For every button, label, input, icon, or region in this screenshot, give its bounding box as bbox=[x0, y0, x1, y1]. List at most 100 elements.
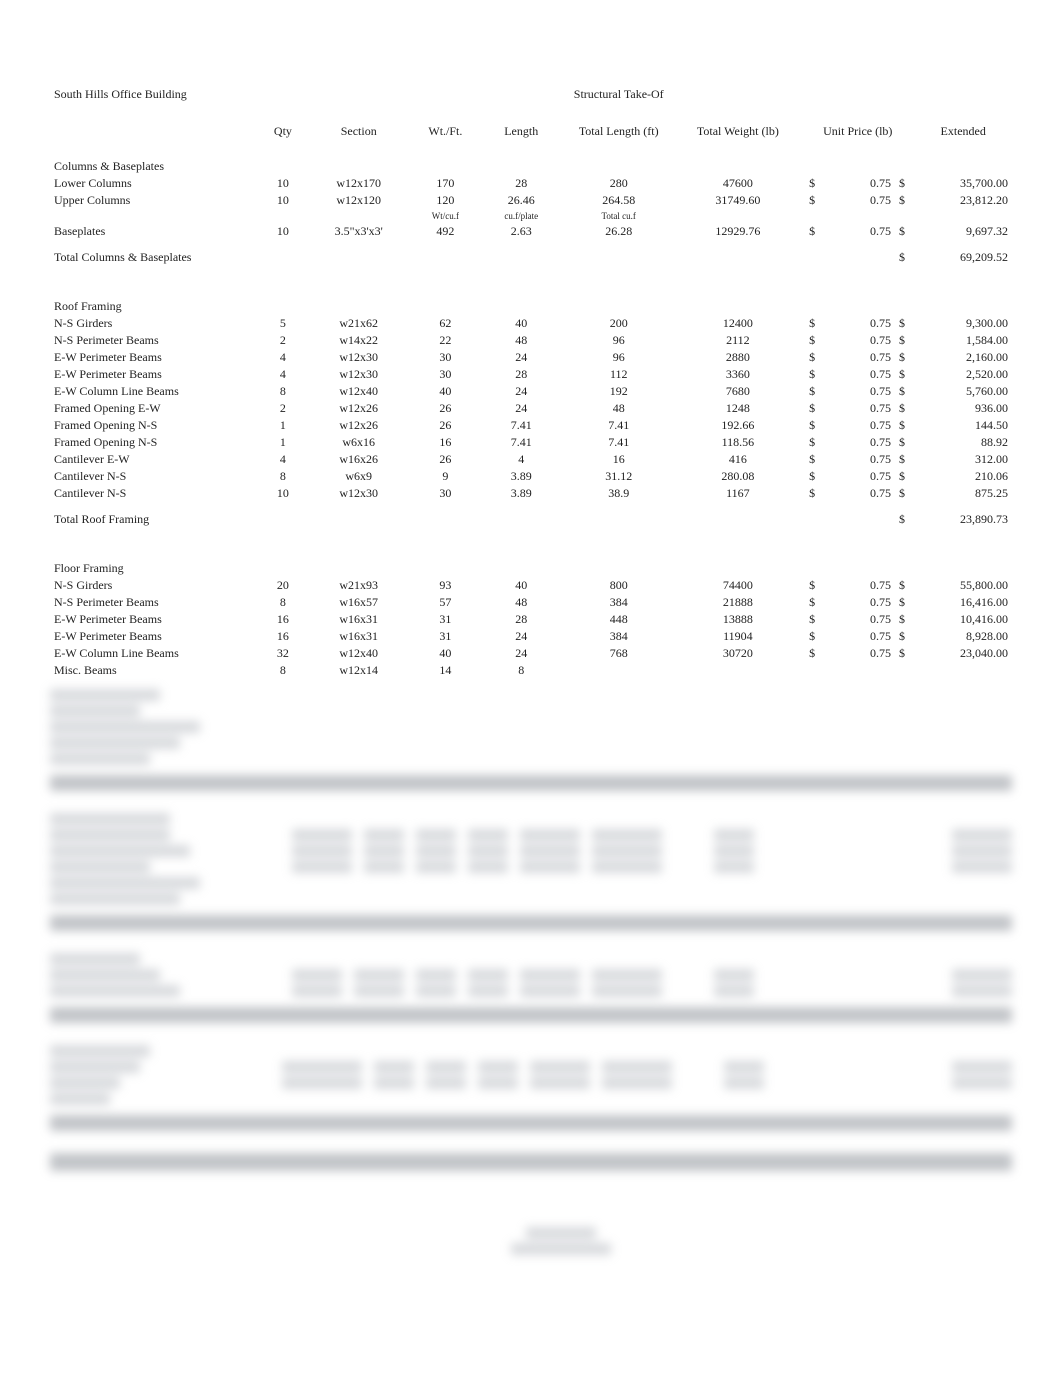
unit-price: 0.75 bbox=[819, 192, 895, 209]
currency: $ bbox=[797, 400, 819, 417]
hdr-ext: Extended bbox=[914, 104, 1012, 145]
qty: 1 bbox=[256, 417, 310, 434]
desc: E-W Column Line Beams bbox=[50, 383, 256, 400]
title-left: South Hills Office Building bbox=[50, 86, 256, 104]
length: 28 bbox=[483, 611, 559, 628]
section: w12x26 bbox=[310, 400, 408, 417]
group-header: Floor Framing bbox=[50, 547, 1012, 577]
desc: Upper Columns bbox=[50, 192, 256, 209]
extended: 2,520.00 bbox=[914, 366, 1012, 383]
total-weight: 47600 bbox=[678, 175, 797, 192]
currency: $ bbox=[895, 451, 915, 468]
unit-price: 0.75 bbox=[819, 400, 895, 417]
total-weight: 192.66 bbox=[678, 417, 797, 434]
blurred-content bbox=[50, 689, 1012, 1255]
total-weight: 2112 bbox=[678, 332, 797, 349]
section: w14x22 bbox=[310, 332, 408, 349]
currency: $ bbox=[797, 577, 819, 594]
group-header: Columns & Baseplates bbox=[50, 145, 1012, 175]
total-length: 96 bbox=[559, 332, 678, 349]
length: 48 bbox=[483, 332, 559, 349]
unit-price: 0.75 bbox=[819, 594, 895, 611]
total-length: 280 bbox=[559, 175, 678, 192]
extended: 9,697.32 bbox=[914, 223, 1012, 240]
section: w12x26 bbox=[310, 417, 408, 434]
currency: $ bbox=[797, 468, 819, 485]
total-length: 96 bbox=[559, 349, 678, 366]
unit-price: 0.75 bbox=[819, 175, 895, 192]
unit-price: 0.75 bbox=[819, 332, 895, 349]
currency: $ bbox=[895, 240, 915, 269]
table-row: Framed Opening N-S1w12x26267.417.41192.6… bbox=[50, 417, 1012, 434]
qty: 8 bbox=[256, 383, 310, 400]
group-name: Roof Framing bbox=[50, 285, 256, 315]
qty: 10 bbox=[256, 485, 310, 502]
currency: $ bbox=[895, 577, 915, 594]
wt: 16 bbox=[407, 434, 483, 451]
desc: Cantilever E-W bbox=[50, 451, 256, 468]
section: w6x16 bbox=[310, 434, 408, 451]
unit-price: 0.75 bbox=[819, 611, 895, 628]
currency: $ bbox=[797, 175, 819, 192]
wt: 30 bbox=[407, 366, 483, 383]
total-weight: 1248 bbox=[678, 400, 797, 417]
unit-price: 0.75 bbox=[819, 628, 895, 645]
currency: $ bbox=[895, 485, 915, 502]
currency: $ bbox=[797, 611, 819, 628]
unit-price: 0.75 bbox=[819, 315, 895, 332]
desc: E-W Perimeter Beams bbox=[50, 628, 256, 645]
currency: $ bbox=[797, 349, 819, 366]
extended: 312.00 bbox=[914, 451, 1012, 468]
table-row: Baseplates103.5"x3'x3'4922.6326.2812929.… bbox=[50, 223, 1012, 240]
currency: $ bbox=[797, 332, 819, 349]
qty: 4 bbox=[256, 349, 310, 366]
group-header: Roof Framing bbox=[50, 285, 1012, 315]
section: w12x30 bbox=[310, 485, 408, 502]
currency: $ bbox=[895, 315, 915, 332]
total-weight: 21888 bbox=[678, 594, 797, 611]
total-length: 384 bbox=[559, 594, 678, 611]
qty: 16 bbox=[256, 611, 310, 628]
subtotal-row: Total Columns & Baseplates$69,209.52 bbox=[50, 240, 1012, 269]
unit-price: 0.75 bbox=[819, 366, 895, 383]
length: 24 bbox=[483, 349, 559, 366]
currency: $ bbox=[797, 628, 819, 645]
total-length: 264.58 bbox=[559, 192, 678, 209]
extended: 8,928.00 bbox=[914, 628, 1012, 645]
currency: $ bbox=[797, 383, 819, 400]
total-length: 7.41 bbox=[559, 417, 678, 434]
group-name: Floor Framing bbox=[50, 547, 256, 577]
title-row: South Hills Office Building Structural T… bbox=[50, 86, 1012, 104]
length: 4 bbox=[483, 451, 559, 468]
desc: E-W Perimeter Beams bbox=[50, 349, 256, 366]
extended: 875.25 bbox=[914, 485, 1012, 502]
total-weight bbox=[678, 662, 797, 679]
takeoff-table: South Hills Office Building Structural T… bbox=[50, 86, 1012, 679]
currency: $ bbox=[797, 451, 819, 468]
section: w12x170 bbox=[310, 175, 408, 192]
extended: 88.92 bbox=[914, 434, 1012, 451]
table-row: Cantilever E-W4w16x2626416416$0.75$312.0… bbox=[50, 451, 1012, 468]
qty: 16 bbox=[256, 628, 310, 645]
unit-price: 0.75 bbox=[819, 417, 895, 434]
qty: 2 bbox=[256, 332, 310, 349]
unit-price: 0.75 bbox=[819, 485, 895, 502]
desc: Cantilever N-S bbox=[50, 485, 256, 502]
length: 3.89 bbox=[483, 468, 559, 485]
subtotal-ext: 23,890.73 bbox=[914, 502, 1012, 531]
total-length: 112 bbox=[559, 366, 678, 383]
section: w12x14 bbox=[310, 662, 408, 679]
length: 3.89 bbox=[483, 485, 559, 502]
total-length: 800 bbox=[559, 577, 678, 594]
length: 40 bbox=[483, 577, 559, 594]
desc: N-S Perimeter Beams bbox=[50, 594, 256, 611]
length: 28 bbox=[483, 175, 559, 192]
qty: 32 bbox=[256, 645, 310, 662]
qty: 8 bbox=[256, 662, 310, 679]
total-length: 38.9 bbox=[559, 485, 678, 502]
section: w12x40 bbox=[310, 645, 408, 662]
currency: $ bbox=[895, 400, 915, 417]
desc: E-W Perimeter Beams bbox=[50, 611, 256, 628]
length: 26.46 bbox=[483, 192, 559, 209]
total-weight: 12400 bbox=[678, 315, 797, 332]
